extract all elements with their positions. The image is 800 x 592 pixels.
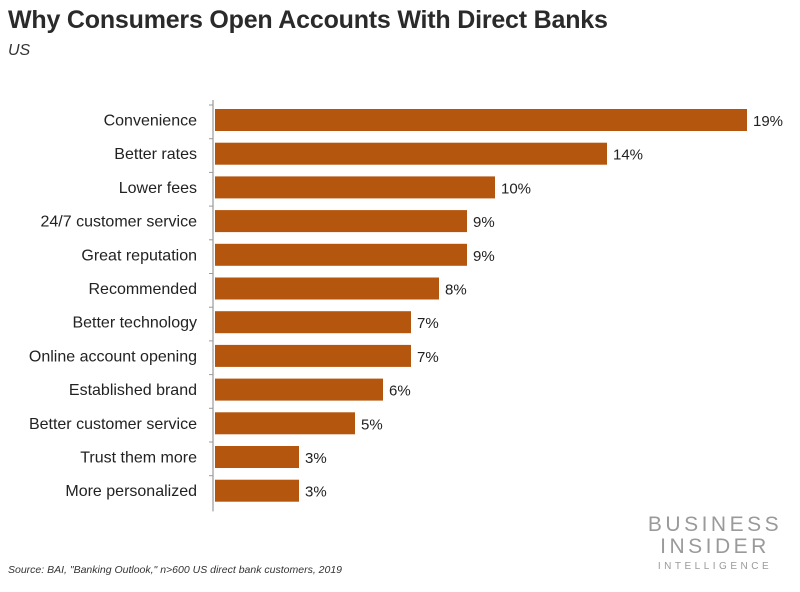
chart-title: Why Consumers Open Accounts With Direct … — [8, 6, 608, 34]
category-label: More personalized — [65, 483, 197, 500]
source-note: Source: BAI, "Banking Outlook," n>600 US… — [8, 564, 343, 576]
chart-subtitle: US — [8, 42, 31, 59]
value-label: 6% — [389, 383, 411, 400]
bar — [215, 142, 607, 165]
value-label: 5% — [361, 416, 383, 433]
value-label: 8% — [445, 282, 467, 299]
category-label: Lower fees — [119, 180, 197, 197]
logo-line-insider: INSIDER — [660, 535, 770, 558]
business-insider-intelligence-logo: BUSINESS INSIDER INTELLIGENCE — [640, 514, 790, 574]
category-label: Better technology — [72, 315, 197, 332]
value-label: 14% — [613, 147, 643, 164]
bar — [215, 344, 411, 367]
bar — [215, 277, 439, 300]
value-label: 19% — [753, 113, 783, 130]
value-label: 10% — [501, 180, 531, 197]
logo-line-business: BUSINESS — [647, 513, 783, 536]
category-label: Established brand — [69, 382, 197, 399]
bar — [215, 243, 467, 266]
value-label: 9% — [473, 214, 495, 231]
category-label: Better customer service — [29, 416, 197, 433]
bar — [215, 378, 383, 401]
bar — [215, 446, 299, 468]
bar — [215, 311, 411, 334]
category-label: Online account opening — [29, 348, 197, 365]
bar — [215, 210, 467, 233]
logo-line-intelligence: INTELLIGENCE — [657, 561, 773, 572]
value-label: 9% — [473, 248, 495, 265]
bar — [215, 479, 299, 502]
category-label: Recommended — [89, 281, 198, 298]
category-label: Great reputation — [81, 247, 197, 264]
category-label: Better rates — [114, 146, 197, 163]
value-label: 7% — [417, 315, 439, 332]
value-label: 7% — [417, 349, 439, 366]
category-label: Trust them more — [80, 450, 197, 467]
value-label: 3% — [305, 450, 327, 467]
category-label: Convenience — [104, 113, 198, 130]
bar — [215, 412, 355, 435]
value-label: 3% — [305, 484, 327, 501]
category-label: 24/7 customer service — [40, 214, 197, 231]
bar — [215, 176, 495, 199]
bar — [215, 109, 747, 131]
